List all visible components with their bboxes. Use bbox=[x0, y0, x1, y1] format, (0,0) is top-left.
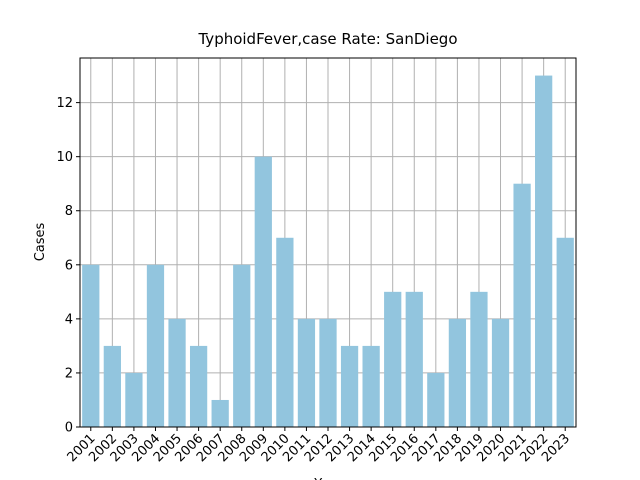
bar bbox=[340, 345, 359, 427]
bar bbox=[168, 318, 186, 427]
bar bbox=[362, 345, 380, 427]
bar bbox=[491, 318, 510, 427]
bar bbox=[297, 318, 316, 427]
bars bbox=[82, 75, 574, 428]
bar bbox=[146, 264, 165, 427]
y-tick-label: 4 bbox=[65, 312, 73, 327]
bar bbox=[189, 345, 208, 427]
bar bbox=[556, 237, 574, 427]
bar bbox=[103, 345, 121, 427]
y-tick-label: 2 bbox=[65, 366, 73, 381]
y-axis-label: Cases bbox=[33, 222, 48, 261]
bar bbox=[513, 183, 531, 427]
y-tick-label: 0 bbox=[65, 421, 73, 436]
x-axis-label: Year bbox=[313, 477, 342, 480]
y-tick-label: 10 bbox=[56, 150, 73, 165]
bar bbox=[125, 372, 143, 427]
bar bbox=[319, 318, 337, 427]
bar bbox=[384, 291, 402, 427]
bar bbox=[535, 75, 553, 428]
y-tick-label: 12 bbox=[56, 96, 73, 111]
bar bbox=[233, 264, 251, 427]
bar bbox=[405, 291, 423, 427]
y-tick-label: 6 bbox=[65, 258, 73, 273]
bar bbox=[448, 318, 467, 427]
bar bbox=[470, 291, 488, 427]
bar bbox=[254, 156, 272, 427]
bar bbox=[276, 237, 294, 427]
plot-frame bbox=[79, 57, 577, 428]
bar bbox=[82, 264, 100, 427]
y-tick-label: 8 bbox=[65, 204, 73, 219]
bar bbox=[427, 372, 445, 427]
bar bbox=[211, 399, 229, 427]
chart-title: TyphoidFever,case Rate: SanDiego bbox=[197, 30, 457, 48]
